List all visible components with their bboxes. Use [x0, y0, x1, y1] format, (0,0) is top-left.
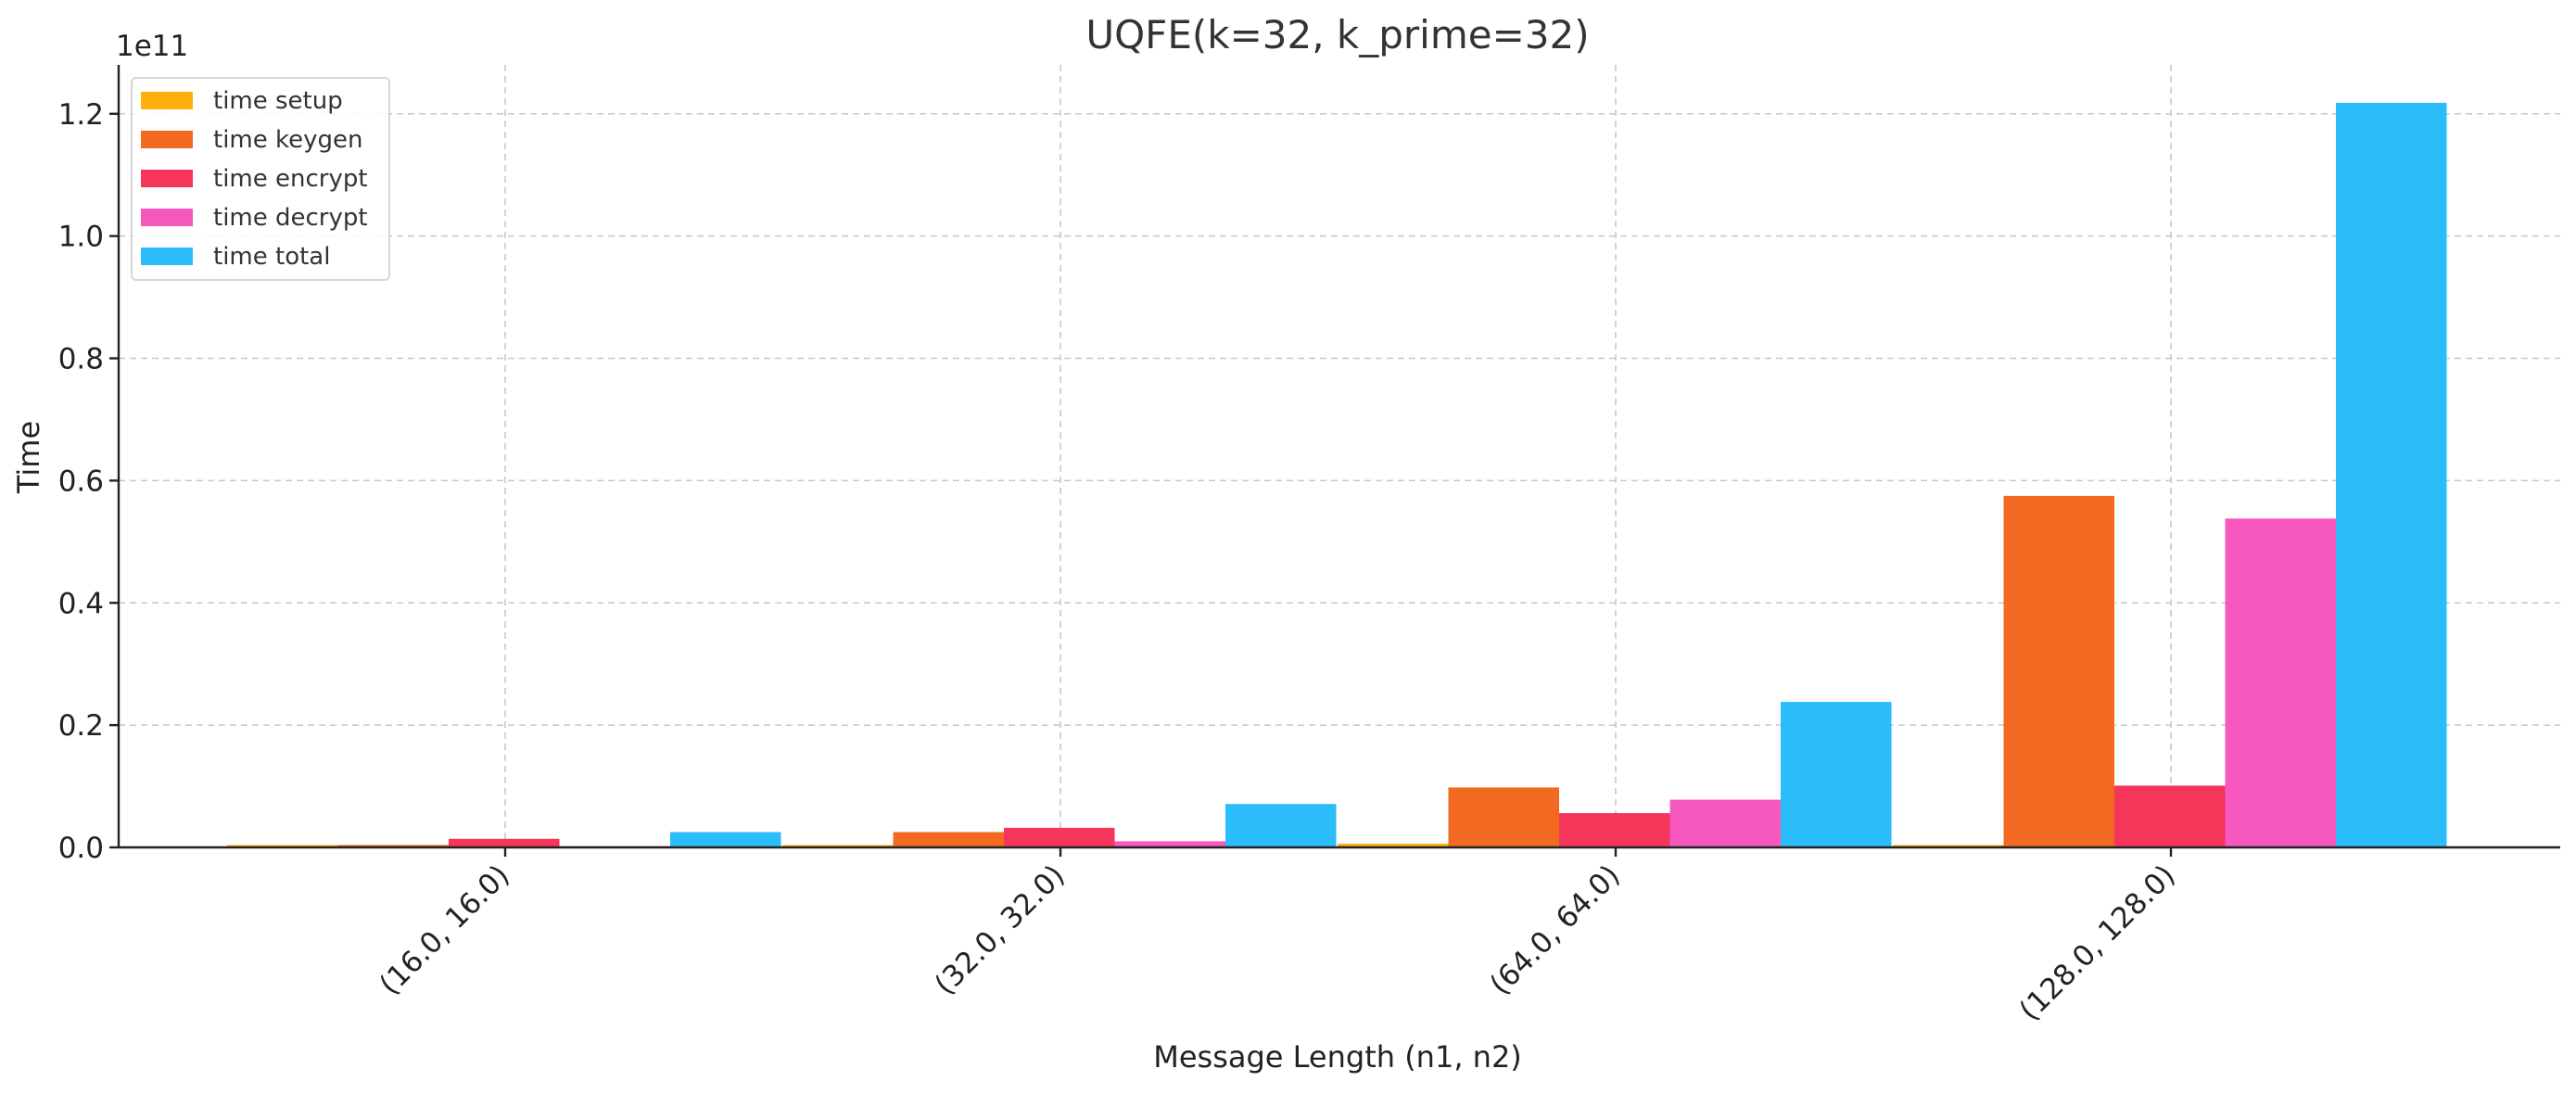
- x-axis-label: Message Length (n1, n2): [1153, 1039, 1522, 1075]
- y-tick-label-2: 0.4: [58, 587, 104, 620]
- bar-time-encrypt-3: [2114, 785, 2226, 847]
- legend-swatch-4: [141, 248, 193, 265]
- legend-swatch-0: [141, 92, 193, 109]
- bar-time-keygen-2: [1448, 787, 1559, 847]
- bar-time-encrypt-2: [1559, 813, 1670, 847]
- y-axis-exponent-label: 1e11: [116, 30, 188, 63]
- chart-title: UQFE(k=32, k_prime=32): [1085, 12, 1589, 57]
- legend-label-4: time total: [213, 243, 330, 271]
- axes: [117, 65, 2560, 849]
- bar-time-total-3: [2336, 102, 2447, 848]
- bar-time-setup-2: [1338, 844, 1449, 847]
- bar-time-setup-3: [1893, 845, 2004, 847]
- legend-label-1: time keygen: [213, 126, 363, 154]
- bar-time-total-2: [1781, 702, 1892, 847]
- legend-swatch-3: [141, 209, 193, 226]
- legend-label-3: time decrypt: [213, 204, 368, 232]
- y-tick-label-1: 0.2: [58, 709, 104, 743]
- x-tick-label-2: (64.0, 64.0): [1484, 859, 1627, 1001]
- legend-label-0: time setup: [213, 87, 343, 115]
- legend-frame: [131, 77, 390, 281]
- legend: time setup time keygen time encrypt time de…: [131, 77, 390, 281]
- x-tick-label-3: (128.0, 128.0): [2013, 859, 2182, 1027]
- y-axis-label: Time: [11, 421, 46, 494]
- bars: [227, 102, 2447, 848]
- grid-lines: [119, 65, 2560, 847]
- bar-time-total-0: [670, 832, 781, 847]
- y-tick-label-4: 0.8: [58, 343, 104, 376]
- x-axis-ticks: (16.0, 16.0) (32.0, 32.0) (64.0, 64.0) (128…: [374, 847, 2182, 1027]
- y-tick-label-3: 0.6: [58, 464, 104, 498]
- y-tick-label-0: 0.0: [58, 832, 104, 865]
- bar-time-encrypt-0: [449, 838, 560, 847]
- bar-time-encrypt-1: [1004, 827, 1115, 847]
- legend-swatch-2: [141, 170, 193, 187]
- bar-time-setup-1: [782, 845, 894, 847]
- bar-time-decrypt-2: [1669, 799, 1781, 847]
- bar-time-decrypt-1: [1114, 841, 1225, 847]
- bar-time-keygen-1: [893, 832, 1004, 847]
- y-tick-label-5: 1.0: [58, 221, 104, 254]
- x-tick-label-1: (32.0, 32.0): [929, 859, 1072, 1001]
- legend-swatch-1: [141, 131, 193, 148]
- bar-time-total-1: [1225, 804, 1337, 847]
- bar-time-setup-0: [227, 845, 338, 847]
- bar-time-keygen-3: [2003, 495, 2114, 847]
- bar-time-decrypt-3: [2225, 518, 2336, 847]
- legend-label-2: time encrypt: [213, 165, 368, 193]
- y-axis-ticks: 0.0 0.2 0.4 0.6 0.8 1.0 1.2: [58, 98, 119, 865]
- x-tick-label-0: (16.0, 16.0): [374, 859, 516, 1001]
- y-tick-label-6: 1.2: [58, 98, 104, 132]
- bar-time-keygen-0: [337, 845, 449, 847]
